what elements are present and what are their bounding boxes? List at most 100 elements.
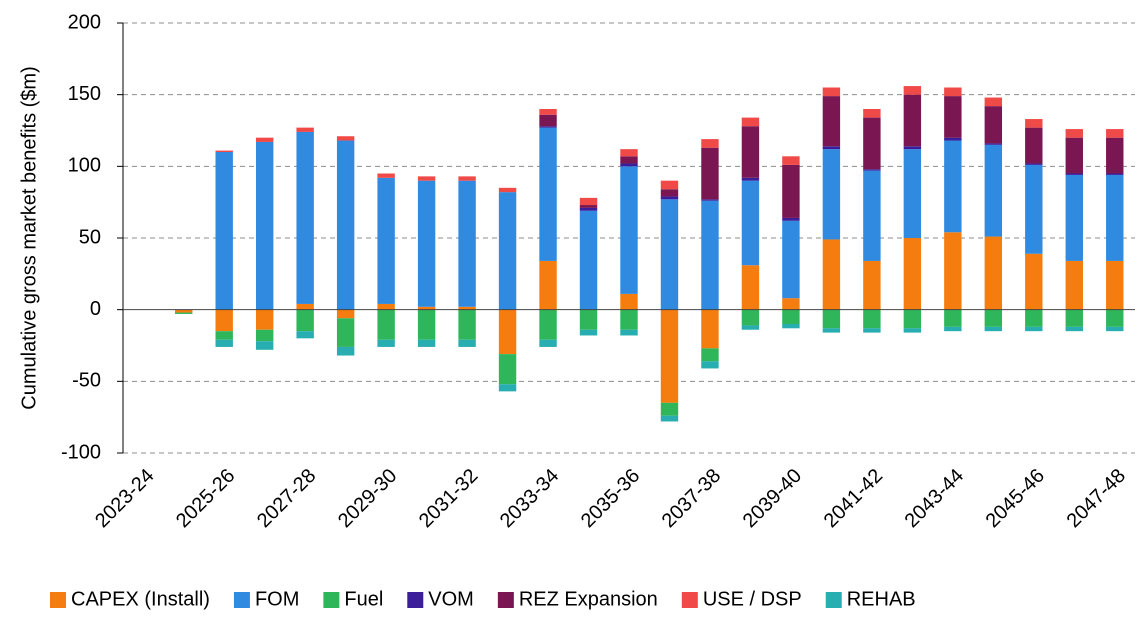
bar-segment <box>1106 137 1124 174</box>
x-tick-label: 2047-48 <box>1063 465 1130 532</box>
bar-segment <box>417 309 436 340</box>
bar-segment <box>903 328 922 333</box>
bar-segment <box>377 303 395 310</box>
bar-segment <box>782 220 800 299</box>
legend-label: USE / DSP <box>703 588 802 610</box>
x-tick-label: 2037-38 <box>658 465 725 532</box>
legend-swatch <box>323 592 340 608</box>
bar-segment <box>336 346 355 356</box>
bar-segment <box>458 180 476 307</box>
bar-segment <box>417 176 436 181</box>
bar-segment <box>863 328 881 333</box>
bar-segment <box>458 309 476 340</box>
bar-segment <box>984 326 1003 332</box>
bar-segment <box>336 136 355 141</box>
bar-segment <box>741 180 760 266</box>
bar-segment <box>255 329 274 342</box>
legend-swatch <box>407 592 424 608</box>
bar-segment <box>1106 174 1124 261</box>
bar-segment <box>660 180 679 190</box>
bar-segment <box>903 309 922 329</box>
bar-segment <box>1106 309 1124 327</box>
bar-segment <box>863 309 881 329</box>
bar-segment <box>579 309 598 330</box>
bar-segment <box>458 306 476 310</box>
bar-segment <box>944 326 962 332</box>
bar-segment <box>539 339 557 347</box>
legend-label: CAPEX (Install) <box>71 588 210 610</box>
x-tick-label: 2033-34 <box>496 465 563 532</box>
bar-segment <box>458 339 476 347</box>
bar-segment <box>1065 173 1083 175</box>
bar-segment <box>822 146 841 150</box>
bar-segment <box>701 200 719 310</box>
bar-segment <box>417 339 436 347</box>
bar-segment <box>1065 174 1083 261</box>
bar-segment <box>255 341 274 350</box>
bar-segment <box>296 303 314 310</box>
y-tick-label: -100 <box>61 441 101 463</box>
legend-swatch <box>50 592 66 608</box>
bar-segment <box>701 348 719 362</box>
bar-segment <box>660 309 679 403</box>
bar-segment <box>539 109 557 115</box>
bar-segment <box>215 331 233 340</box>
bar-segment <box>215 309 233 332</box>
bar-segment <box>701 199 719 201</box>
bar-segment <box>984 309 1003 327</box>
bar-segment <box>1106 173 1124 175</box>
bar-segment <box>1065 260 1083 310</box>
bar-segment <box>498 187 517 193</box>
bar-segment <box>1065 309 1083 327</box>
x-tick-label: 2045-46 <box>982 465 1049 532</box>
bar-segment <box>903 146 922 150</box>
bar-segment <box>620 293 638 310</box>
bar-segment <box>944 137 962 141</box>
bar-segment <box>822 87 841 97</box>
bar-segment <box>984 106 1003 144</box>
bar-segment <box>417 306 436 310</box>
bar-segment <box>417 180 436 307</box>
legend-label: FOM <box>255 588 299 610</box>
bar-segment <box>175 312 193 314</box>
bar-segment <box>741 309 760 326</box>
bar-segment <box>782 217 800 221</box>
bar-segment <box>782 324 800 329</box>
bar-segment <box>903 149 922 238</box>
bar-segment <box>660 199 679 310</box>
bar-segment <box>822 328 841 333</box>
bar-segment <box>579 205 598 208</box>
bar-segment <box>579 197 598 206</box>
y-tick-label: 150 <box>68 83 101 105</box>
bar-segment <box>782 298 800 310</box>
bar-segment <box>296 131 314 304</box>
x-tick-label: 2041-42 <box>820 465 887 532</box>
y-tick-label: 0 <box>90 298 101 320</box>
bar-segment <box>741 126 760 178</box>
bar-segment <box>215 339 233 347</box>
y-tick-label: 50 <box>79 226 101 248</box>
bar-segment <box>1065 129 1083 138</box>
bar-segment <box>660 196 679 200</box>
bar-segment <box>701 309 719 349</box>
bar-segment <box>863 170 881 261</box>
bar-segment <box>539 126 557 128</box>
x-tick-label: 2031-32 <box>415 465 482 532</box>
x-tick-label: 2039-40 <box>739 465 806 532</box>
bar-segment <box>984 97 1003 107</box>
bar-segment <box>863 109 881 118</box>
legend-label: REHAB <box>847 588 916 610</box>
bar-segment <box>377 309 395 340</box>
bar-segment <box>255 137 274 142</box>
bar-segment <box>377 177 395 304</box>
legend-label: VOM <box>428 588 474 610</box>
bar-segment <box>944 309 962 327</box>
bar-segment <box>660 189 679 197</box>
bar-segment <box>215 152 233 310</box>
bar-segment <box>377 339 395 347</box>
bar-segment <box>984 143 1003 145</box>
bar-segment <box>579 207 598 211</box>
y-tick-label: -50 <box>72 370 101 392</box>
bar-segment <box>620 156 638 164</box>
bar-segment <box>498 384 517 392</box>
